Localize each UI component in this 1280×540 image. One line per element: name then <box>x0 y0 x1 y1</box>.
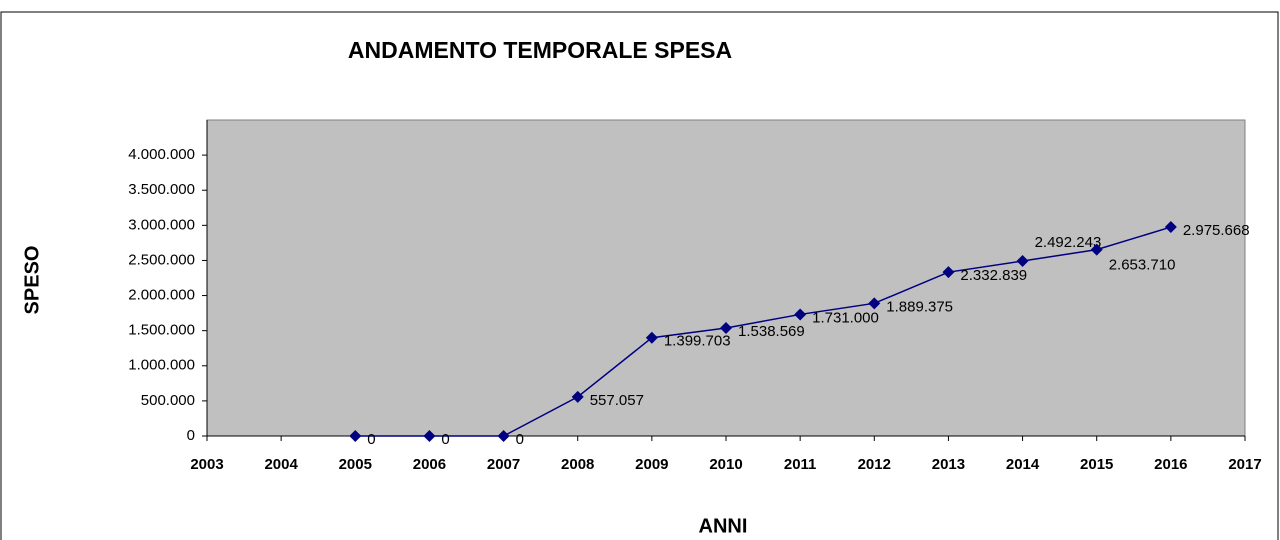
y-tick-label: 0 <box>187 427 195 444</box>
x-tick-label: 2006 <box>413 456 446 473</box>
marker <box>868 297 881 310</box>
x-tick-label: 2004 <box>264 456 298 473</box>
x-tick-label: 2008 <box>561 456 594 473</box>
marker <box>1164 221 1177 234</box>
marker <box>942 266 955 279</box>
x-tick-label: 2007 <box>487 456 520 473</box>
plot-area <box>206 119 1246 437</box>
y-tick-label: 1.500.000 <box>128 322 195 339</box>
data-label: 1.399.703 <box>664 333 731 350</box>
x-tick-label: 2003 <box>190 456 223 473</box>
x-tick-label: 2011 <box>784 456 817 473</box>
x-tick-label: 2017 <box>1228 456 1261 473</box>
y-tick-label: 500.000 <box>141 392 195 409</box>
marker <box>720 321 732 334</box>
chart-title: ANDAMENTO TEMPORALE SPESA <box>348 37 732 63</box>
x-tick-label: 2015 <box>1080 456 1113 473</box>
marker <box>1016 254 1029 267</box>
data-label: 2.332.839 <box>960 267 1027 284</box>
y-tick-label: 3.500.000 <box>128 181 195 198</box>
x-tick-label: 2016 <box>1154 456 1187 473</box>
y-tick-label: 3.000.000 <box>128 216 195 233</box>
x-tick-label: 2010 <box>709 456 742 473</box>
x-tick-label: 2013 <box>932 456 965 473</box>
y-tick-label: 2.500.000 <box>128 251 195 268</box>
x-tick-label: 2009 <box>635 456 668 473</box>
data-label: 1.538.569 <box>738 323 805 340</box>
y-axis-label: SPESO <box>21 246 43 315</box>
marker <box>645 331 658 344</box>
data-label: 1.731.000 <box>812 309 879 326</box>
data-label: 2.975.668 <box>1183 222 1250 239</box>
line <box>355 226 1172 437</box>
data-label: 1.889.375 <box>886 298 953 315</box>
marker <box>349 430 362 442</box>
data-label: 0 <box>367 431 375 448</box>
marker <box>794 308 807 321</box>
data-label: 0 <box>441 431 449 448</box>
y-tick-label: 1.000.000 <box>128 357 195 374</box>
x-tick-label: 2014 <box>1006 456 1040 473</box>
marker <box>423 430 436 442</box>
data-label: 2.492.243 <box>1035 234 1102 251</box>
x-axis-label: ANNI <box>699 515 748 537</box>
data-label: 557.057 <box>590 392 644 409</box>
y-tick-label: 2.000.000 <box>128 287 195 304</box>
y-tick-label: 4.000.000 <box>128 146 195 163</box>
x-tick-label: 2012 <box>858 456 891 473</box>
marker <box>571 390 584 403</box>
marker <box>1090 243 1103 256</box>
x-tick-label: 2005 <box>339 456 372 473</box>
data-label: 2.653.710 <box>1109 257 1176 274</box>
data-label: 0 <box>516 431 524 448</box>
marker <box>497 430 510 442</box>
